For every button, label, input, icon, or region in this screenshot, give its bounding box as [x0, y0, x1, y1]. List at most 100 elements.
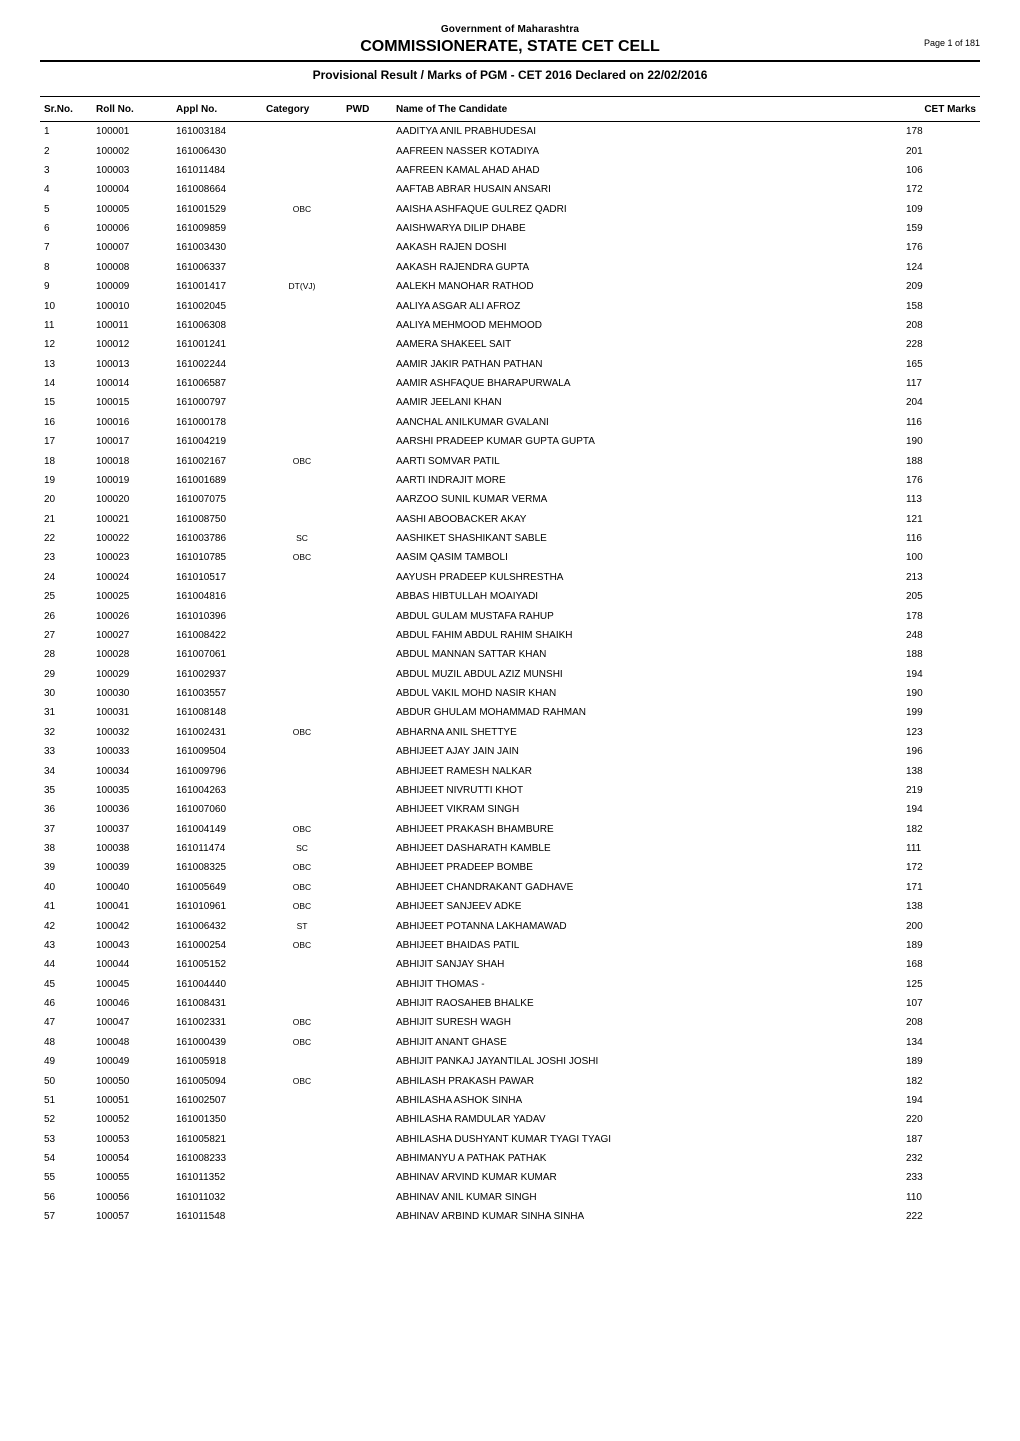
- cell-pwd: [342, 316, 392, 335]
- cell-pwd: [342, 1033, 392, 1052]
- cell-cat: OBC: [262, 548, 342, 567]
- table-row: 54100054161008233ABHIMANYU A PATHAK PATH…: [40, 1149, 980, 1168]
- cell-pwd: [342, 1188, 392, 1207]
- table-row: 55100055161011352ABHINAV ARVIND KUMAR KU…: [40, 1168, 980, 1187]
- table-row: 32100032161002431OBCABHARNA ANIL SHETTYE…: [40, 723, 980, 742]
- cell-name: ABBAS HIBTULLAH MOAIYADI: [392, 587, 902, 606]
- cell-appl: 161011032: [172, 1188, 262, 1207]
- table-row: 4100004161008664AAFTAB ABRAR HUSAIN ANSA…: [40, 180, 980, 199]
- cell-roll: 100012: [92, 335, 172, 354]
- cell-cat: [262, 975, 342, 994]
- cell-sr: 18: [40, 451, 92, 470]
- cell-name: AASHIKET SHASHIKANT SABLE: [392, 529, 902, 548]
- cell-name: AAISHWARYA DILIP DHABE: [392, 219, 902, 238]
- table-row: 35100035161004263ABHIJEET NIVRUTTI KHOT2…: [40, 781, 980, 800]
- cell-pwd: [342, 703, 392, 722]
- cell-name: ABDUL VAKIL MOHD NASIR KHAN: [392, 684, 902, 703]
- cell-pwd: [342, 1071, 392, 1090]
- col-roll-header: Roll No.: [92, 97, 172, 122]
- cell-cat: [262, 626, 342, 645]
- cell-roll: 100052: [92, 1110, 172, 1129]
- cell-name: AASHI ABOOBACKER AKAY: [392, 510, 902, 529]
- cell-name: AARTI SOMVAR PATIL: [392, 451, 902, 470]
- cell-cet: 213: [902, 568, 980, 587]
- cell-cat: OBC: [262, 858, 342, 877]
- cell-name: ABHIJIT RAOSAHEB BHALKE: [392, 994, 902, 1013]
- cell-appl: 161004219: [172, 432, 262, 451]
- cell-cat: OBC: [262, 451, 342, 470]
- cell-pwd: [342, 916, 392, 935]
- cell-appl: 161011548: [172, 1207, 262, 1226]
- cell-pwd: [342, 858, 392, 877]
- cell-appl: 161000254: [172, 936, 262, 955]
- table-row: 37100037161004149OBCABHIJEET PRAKASH BHA…: [40, 820, 980, 839]
- table-row: 19100019161001689AARTI INDRAJIT MORE176: [40, 471, 980, 490]
- table-row: 26100026161010396ABDUL GULAM MUSTAFA RAH…: [40, 606, 980, 625]
- cell-name: ABHIJIT SURESH WAGH: [392, 1013, 902, 1032]
- table-row: 30100030161003557ABDUL VAKIL MOHD NASIR …: [40, 684, 980, 703]
- cell-appl: 161005821: [172, 1130, 262, 1149]
- cell-name: ABDUL FAHIM ABDUL RAHIM SHAIKH: [392, 626, 902, 645]
- table-row: 43100043161000254OBCABHIJEET BHAIDAS PAT…: [40, 936, 980, 955]
- cell-sr: 44: [40, 955, 92, 974]
- cell-cet: 124: [902, 258, 980, 277]
- cell-cat: OBC: [262, 723, 342, 742]
- cell-sr: 40: [40, 878, 92, 897]
- cell-appl: 161006337: [172, 258, 262, 277]
- cell-appl: 161002431: [172, 723, 262, 742]
- cell-roll: 100029: [92, 665, 172, 684]
- cell-roll: 100015: [92, 393, 172, 412]
- cell-name: ABHIJEET PRADEEP BOMBE: [392, 858, 902, 877]
- cell-sr: 9: [40, 277, 92, 296]
- cell-name: AALEKH MANOHAR RATHOD: [392, 277, 902, 296]
- cell-cet: 199: [902, 703, 980, 722]
- cell-cet: 208: [902, 316, 980, 335]
- cell-cet: 100: [902, 548, 980, 567]
- table-row: 36100036161007060ABHIJEET VIKRAM SINGH19…: [40, 800, 980, 819]
- cell-cet: 165: [902, 355, 980, 374]
- table-row: 45100045161004440ABHIJIT THOMAS -125: [40, 975, 980, 994]
- cell-cat: [262, 141, 342, 160]
- cell-sr: 24: [40, 568, 92, 587]
- cell-name: ABHINAV ARBIND KUMAR SINHA SINHA: [392, 1207, 902, 1226]
- cell-cat: OBC: [262, 1033, 342, 1052]
- cell-pwd: [342, 1091, 392, 1110]
- table-row: 9100009161001417DT(VJ)AALEKH MANOHAR RAT…: [40, 277, 980, 296]
- cell-name: ABHIJIT SANJAY SHAH: [392, 955, 902, 974]
- subtitle: Provisional Result / Marks of PGM - CET …: [40, 68, 980, 82]
- cell-cat: [262, 393, 342, 412]
- cell-pwd: [342, 1013, 392, 1032]
- cell-appl: 161005094: [172, 1071, 262, 1090]
- cell-sr: 35: [40, 781, 92, 800]
- cell-cet: 204: [902, 393, 980, 412]
- cell-roll: 100038: [92, 839, 172, 858]
- cell-name: AAFTAB ABRAR HUSAIN ANSARI: [392, 180, 902, 199]
- table-row: 34100034161009796ABHIJEET RAMESH NALKAR1…: [40, 761, 980, 780]
- table-row: 39100039161008325OBCABHIJEET PRADEEP BOM…: [40, 858, 980, 877]
- cell-name: ABHIJEET SANJEEV ADKE: [392, 897, 902, 916]
- cell-cet: 168: [902, 955, 980, 974]
- cell-cet: 178: [902, 606, 980, 625]
- table-row: 29100029161002937ABDUL MUZIL ABDUL AZIZ …: [40, 665, 980, 684]
- cell-sr: 34: [40, 761, 92, 780]
- cell-appl: 161009859: [172, 219, 262, 238]
- cell-cat: OBC: [262, 878, 342, 897]
- table-row: 5100005161001529OBCAAISHA ASHFAQUE GULRE…: [40, 200, 980, 219]
- table-row: 42100042161006432STABHIJEET POTANNA LAKH…: [40, 916, 980, 935]
- cell-name: ABHIJEET DASHARATH KAMBLE: [392, 839, 902, 858]
- cell-appl: 161005649: [172, 878, 262, 897]
- cell-appl: 161009796: [172, 761, 262, 780]
- cell-cet: 159: [902, 219, 980, 238]
- cell-name: ABHILASHA RAMDULAR YADAV: [392, 1110, 902, 1129]
- table-row: 11100011161006308AALIYA MEHMOOD MEHMOOD2…: [40, 316, 980, 335]
- cell-roll: 100042: [92, 916, 172, 935]
- cell-appl: 161004440: [172, 975, 262, 994]
- table-row: 52100052161001350ABHILASHA RAMDULAR YADA…: [40, 1110, 980, 1129]
- cell-sr: 32: [40, 723, 92, 742]
- cell-name: ABHIJEET POTANNA LAKHAMAWAD: [392, 916, 902, 935]
- cell-sr: 41: [40, 897, 92, 916]
- cell-pwd: [342, 122, 392, 142]
- cell-sr: 14: [40, 374, 92, 393]
- cell-roll: 100054: [92, 1149, 172, 1168]
- cell-roll: 100035: [92, 781, 172, 800]
